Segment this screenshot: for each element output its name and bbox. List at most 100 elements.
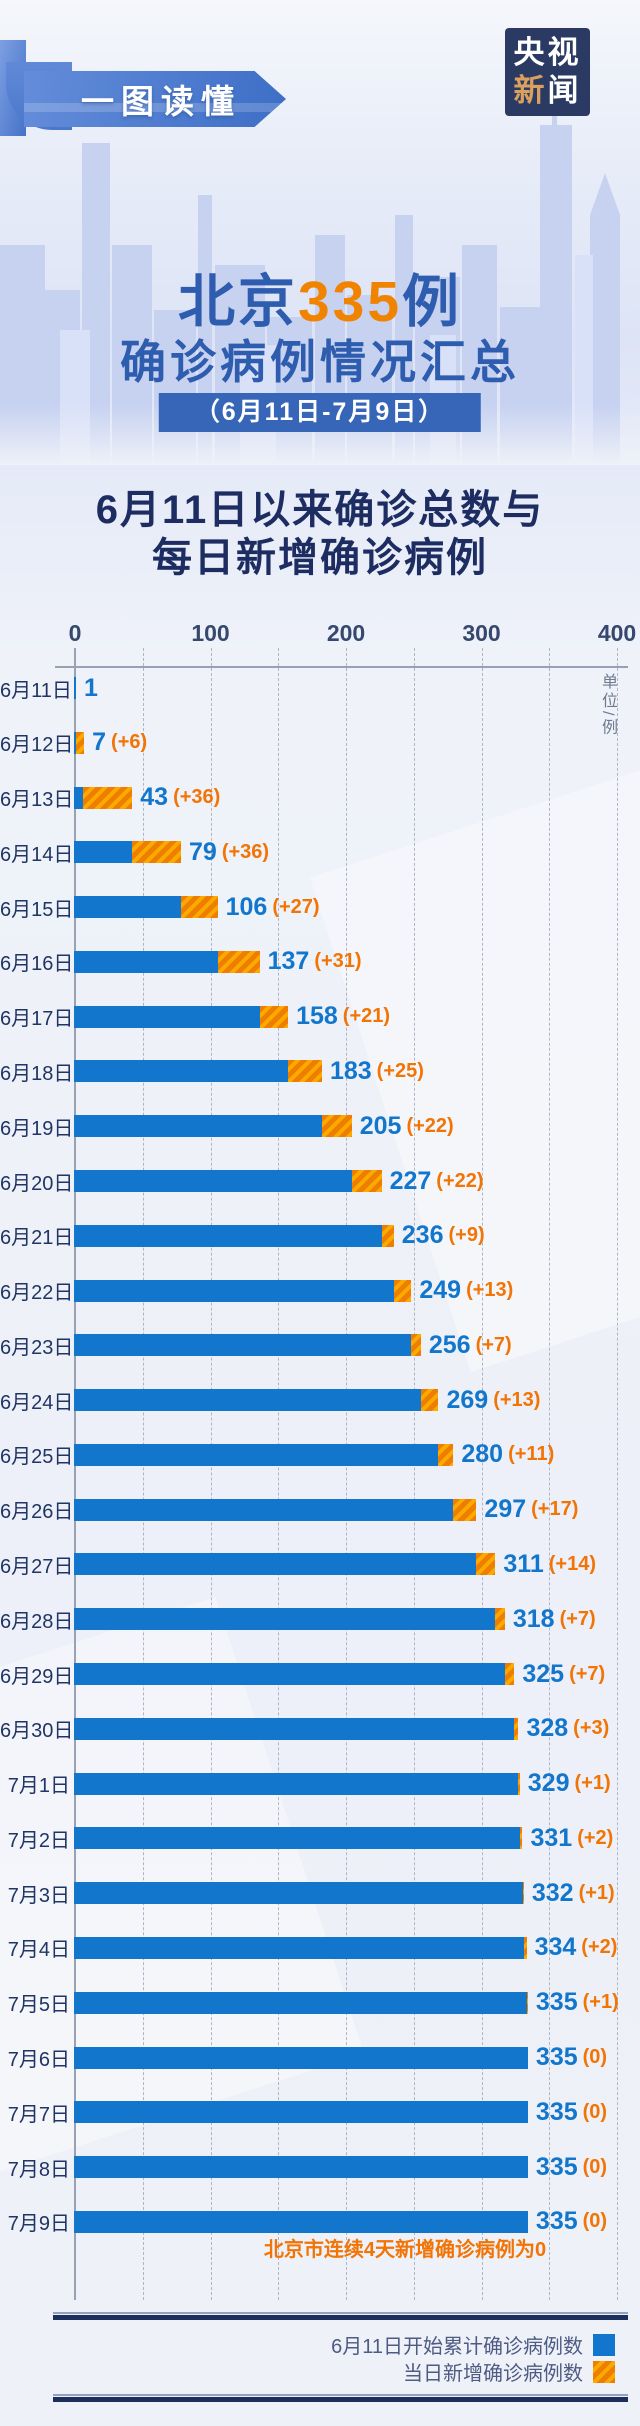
new-cases-bar — [181, 896, 218, 919]
cumulative-bar — [74, 1772, 519, 1795]
cumulative-bar — [74, 1443, 439, 1466]
cumulative-bar — [74, 2046, 528, 2069]
date-label: 6月21日 — [0, 1227, 74, 1250]
x-axis-tick-label: 100 — [191, 620, 230, 646]
date-label: 6月30日 — [0, 1720, 74, 1743]
bar-row: 7月6日 335 (0) — [0, 2043, 640, 2071]
bar-row: 7月4日 334 (+2) — [0, 1933, 640, 1961]
cumulative-bar — [74, 1060, 289, 1083]
new-cases-delta-label: (+13) — [466, 1279, 514, 1302]
cumulative-value-label: 335 — [535, 2152, 578, 2181]
gridline — [413, 648, 415, 2300]
new-cases-bar — [288, 1060, 322, 1083]
new-cases-delta-label: (+2) — [577, 1826, 614, 1849]
bar-row: 7月8日 335 (0) — [0, 2152, 640, 2181]
cumulative-bar — [74, 1882, 523, 1905]
chart-title-line1: 6月11日以来确诊总数与 — [95, 488, 545, 532]
cumulative-value-label: 335 — [535, 1988, 578, 2017]
ribbon-highlight — [24, 103, 286, 113]
date-label: 6月19日 — [0, 1117, 74, 1140]
bar-row: 6月16日 137 (+31) — [0, 947, 640, 976]
new-cases-delta-label: (+1) — [582, 1991, 619, 2014]
bar-row: 6月27日 311 (+14) — [0, 1549, 640, 1578]
new-cases-bar — [420, 1389, 439, 1412]
logo-line2-rest: 闻 — [547, 73, 582, 108]
gridline — [549, 648, 551, 2300]
x-axis-tick-label: 300 — [462, 620, 501, 646]
date-label: 7月1日 — [7, 1775, 70, 1798]
date-label: 6月22日 — [0, 1282, 74, 1305]
x-axis-tick-label: 0 — [68, 620, 82, 646]
cumulative-bar — [74, 1553, 477, 1576]
date-label: 6月27日 — [0, 1555, 74, 1578]
cumulative-bar — [74, 1827, 520, 1850]
date-label: 6月11日 — [0, 679, 72, 702]
cumulative-bar — [74, 731, 76, 754]
separator-line-top — [53, 2312, 628, 2320]
bar-row: 6月17日 158 (+21) — [0, 1002, 640, 1030]
bar-row: 6月14日 79 (+36) — [0, 838, 640, 866]
new-cases-delta-label: (+14) — [548, 1552, 596, 1575]
cumulative-bar — [74, 1936, 524, 1959]
new-cases-bar — [518, 1772, 520, 1795]
cumulative-bar — [74, 1991, 527, 2014]
cumulative-value-label: 205 — [359, 1111, 402, 1140]
cumulative-value-label: 106 — [225, 892, 268, 921]
cumulative-bar — [74, 1389, 421, 1412]
legend-label: 6月11日开始累计确诊病例数 — [331, 2336, 583, 2358]
new-cases-bar — [476, 1553, 496, 1576]
new-cases-delta-label: (0) — [582, 2046, 608, 2068]
bar-row: 7月3日 332 (+1) — [0, 1879, 640, 1907]
cumulative-value-label: 183 — [329, 1056, 372, 1085]
date-label: 7月2日 — [7, 1829, 70, 1852]
new-cases-delta-label: (+22) — [436, 1169, 484, 1192]
cumulative-value-label: 318 — [512, 1604, 555, 1633]
bar-row: 6月28日 318 (+7) — [0, 1604, 640, 1633]
cumulative-value-label: 236 — [401, 1221, 444, 1250]
x-axis-tick-label: 200 — [326, 620, 366, 646]
new-cases-bar — [438, 1443, 454, 1466]
date-label: 6月13日 — [0, 789, 74, 812]
x-axis-tick-label: 400 — [597, 620, 637, 646]
new-cases-delta-label: (+36) — [173, 786, 221, 809]
legend-row: 当日新增确诊病例数 — [0, 2360, 615, 2385]
gridline — [210, 648, 212, 2300]
unit-label: 单位/例 — [599, 673, 616, 738]
cumulative-value-label: 269 — [446, 1385, 489, 1414]
cumulative-value-label: 325 — [522, 1659, 565, 1688]
gridline — [142, 648, 144, 2300]
bar-row: 6月23日 256 (+7) — [0, 1330, 640, 1359]
new-cases-bar — [522, 1882, 524, 1905]
cumulative-value-label: 249 — [419, 1276, 462, 1305]
ribbon-label: 一图读懂 — [81, 83, 241, 120]
cumulative-value-label: 311 — [503, 1549, 544, 1578]
cumulative-value-label: 7 — [92, 728, 107, 757]
cumulative-bar — [74, 1663, 505, 1686]
new-cases-delta-label: (+27) — [272, 895, 320, 918]
separator-line-bottom — [53, 2394, 628, 2402]
bar-row: 7月9日 335 (0) — [0, 2207, 640, 2235]
date-label: 6月16日 — [0, 953, 74, 976]
date-range-band: （6月11日-7月9日） — [158, 393, 482, 432]
new-cases-delta-label: (+13) — [493, 1388, 541, 1411]
new-cases-bar — [504, 1663, 515, 1686]
new-cases-delta-label: (+9) — [448, 1224, 485, 1247]
gridline — [481, 648, 483, 2300]
new-cases-delta-label: (+25) — [376, 1059, 424, 1082]
gridline — [617, 648, 618, 2300]
new-cases-bar — [514, 1717, 519, 1740]
x-axis-line — [55, 666, 628, 668]
bar-row: 6月15日 106 (+27) — [0, 892, 640, 921]
cumulative-bar — [74, 896, 182, 919]
ribbon-banner: 一图读懂 — [24, 71, 286, 127]
new-cases-delta-label: (+7) — [559, 1607, 596, 1630]
new-cases-bar — [351, 1170, 382, 1193]
cumulative-bar — [74, 950, 218, 973]
cumulative-value-label: 256 — [428, 1330, 471, 1359]
new-cases-delta-label: (+3) — [573, 1717, 610, 1740]
chart-title-line2: 每日新增确诊病例 — [152, 536, 488, 580]
cumulative-bar — [74, 1279, 394, 1302]
date-label: 6月20日 — [0, 1172, 74, 1195]
cumulative-value-label: 335 — [535, 2097, 578, 2126]
